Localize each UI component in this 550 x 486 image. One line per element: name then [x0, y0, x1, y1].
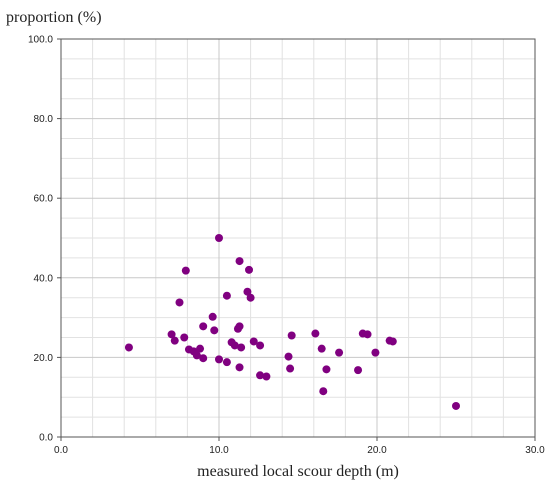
data-point	[175, 298, 184, 307]
data-point	[167, 330, 176, 339]
data-point	[199, 322, 208, 331]
data-point	[363, 330, 372, 339]
data-point	[215, 355, 223, 364]
data-point	[222, 291, 231, 300]
data-point	[237, 343, 246, 352]
data-point	[235, 322, 244, 331]
data-point	[284, 352, 293, 361]
data-point	[249, 337, 258, 346]
y-tick-label: 0.0	[39, 433, 53, 444]
data-point	[388, 337, 397, 346]
x-tick-label: 0.0	[54, 445, 68, 456]
data-point	[210, 326, 219, 335]
data-point	[215, 234, 223, 242]
data-point	[243, 287, 252, 296]
data-point	[311, 329, 320, 338]
plot-frame	[60, 38, 536, 438]
data-point	[335, 348, 344, 357]
data-point	[192, 351, 201, 360]
data-point	[222, 358, 231, 367]
y-axis-title: proportion (%)	[6, 9, 102, 26]
data-point	[199, 354, 208, 363]
data-point	[208, 312, 217, 321]
data-point	[170, 336, 179, 345]
data-point	[354, 366, 363, 375]
y-tick-label: 60.0	[34, 194, 54, 205]
data-point	[256, 341, 265, 350]
data-point	[230, 341, 239, 350]
data-point	[245, 265, 254, 274]
data-point	[180, 333, 189, 342]
y-tick-label: 20.0	[34, 353, 54, 364]
y-tick-label: 100.0	[28, 35, 53, 46]
y-tick-label: 80.0	[34, 114, 54, 125]
data-point	[256, 371, 265, 380]
data-point	[196, 344, 205, 353]
data-point	[322, 365, 331, 374]
grid-lines	[60, 38, 536, 438]
data-point	[286, 364, 295, 373]
data-point	[246, 293, 255, 302]
x-axis-ticks: 0.0 10.0 20.0 30.0	[54, 437, 545, 456]
data-point	[262, 372, 271, 381]
data-point	[371, 348, 380, 357]
y-axis-ticks: 0.0 20.0 40.0 60.0 80.0 100.0	[28, 35, 61, 444]
data-point	[319, 387, 328, 396]
x-axis-title: measured local scour depth (m)	[197, 463, 399, 480]
x-tick-label: 10.0	[209, 445, 229, 456]
data-point	[452, 401, 460, 410]
data-point	[124, 343, 133, 352]
y-tick-label: 40.0	[34, 273, 54, 284]
data-point	[235, 257, 244, 266]
data-point	[287, 331, 296, 340]
x-tick-label: 20.0	[367, 445, 387, 456]
x-tick-label: 30.0	[525, 445, 545, 456]
data-point	[317, 344, 326, 353]
data-point	[235, 363, 244, 372]
data-points	[124, 234, 460, 410]
data-point	[181, 266, 190, 275]
